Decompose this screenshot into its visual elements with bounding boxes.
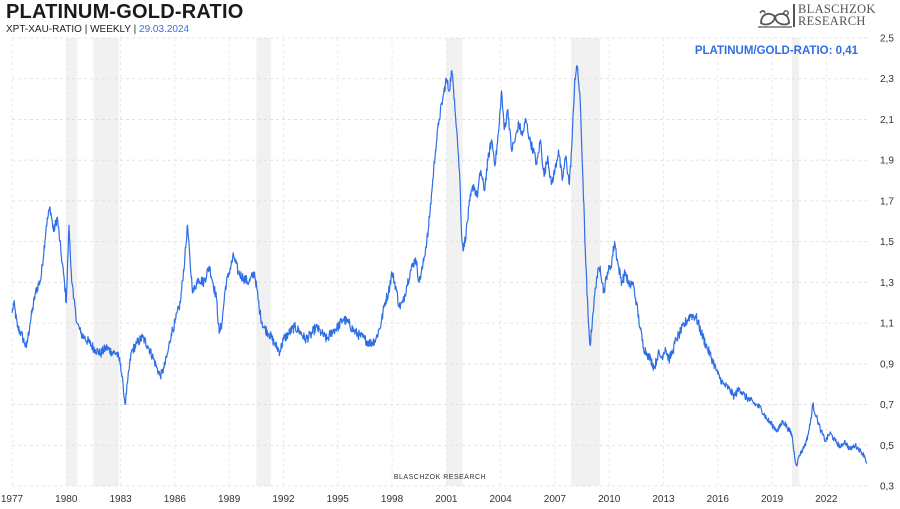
y-tick-label: 1,9 [880, 156, 894, 167]
x-tick-label: 2013 [652, 494, 675, 505]
recession-shade [791, 38, 800, 486]
x-tick-label: 2004 [490, 494, 513, 505]
brand-logo: BLASCHZOK RESEARCH [758, 3, 898, 33]
y-tick-label: 1,5 [880, 237, 894, 248]
x-tick-label: 2016 [707, 494, 730, 505]
y-tick-label: 0,9 [880, 359, 894, 370]
grid-lines [11, 37, 868, 487]
ratio-series-line [11, 65, 868, 467]
recession-shade [66, 38, 78, 486]
y-tick-label: 1,7 [880, 196, 894, 207]
chart-subtitle: XPT-XAU-RATIO | WEEKLY | 29.03.2024 [6, 24, 189, 35]
y-tick-label: 0,3 [880, 482, 894, 493]
x-tick-label: 1992 [272, 494, 295, 505]
x-tick-label: 2019 [761, 494, 784, 505]
logo-line-1: BLASCHZOK [798, 2, 876, 16]
x-axis-labels: 1977 1980 1983 1986 1989 1992 1995 1998 2001 2004… [1, 494, 838, 505]
x-tick-label: 2001 [435, 494, 458, 505]
y-tick-label: 2,1 [880, 115, 894, 126]
x-tick-label: 1980 [55, 494, 78, 505]
recession-shade [93, 38, 119, 486]
x-tick-label: 1983 [109, 494, 132, 505]
logo-divider [793, 4, 795, 27]
x-tick-label: 1995 [327, 494, 350, 505]
y-tick-label: 0,7 [880, 400, 894, 411]
logo-line-2: RESEARCH [798, 14, 866, 28]
subtitle-series-info: XPT-XAU-RATIO | WEEKLY | [6, 24, 137, 35]
recession-shade [256, 38, 271, 486]
y-axis-labels: 0,3 0,5 0,7 0,9 1,1 1,3 1,5 1,7 1,9 2,1 2,3 2,5 [880, 34, 894, 493]
subtitle-date: 29.03.2024 [139, 24, 190, 35]
shaded-periods [66, 38, 800, 486]
chart-title: PLATINUM-GOLD-RATIO [6, 1, 244, 23]
x-tick-label: 2007 [544, 494, 567, 505]
logo-wordmark: BLASCHZOK RESEARCH [798, 2, 876, 28]
x-tick-label: 1986 [164, 494, 187, 505]
bull-bear-icon [758, 9, 792, 28]
y-tick-label: 2,3 [880, 74, 894, 85]
y-tick-label: 1,1 [880, 319, 894, 330]
x-tick-label: 2010 [598, 494, 621, 505]
latest-value-label: PLATINUM/GOLD-RATIO: 0,41 [695, 45, 859, 57]
x-tick-label: 1977 [1, 494, 24, 505]
x-tick-label: 1998 [381, 494, 404, 505]
x-tick-label: 1989 [218, 494, 241, 505]
y-tick-label: 1,3 [880, 278, 894, 289]
y-tick-label: 0,5 [880, 441, 894, 452]
watermark: BLASCHZOK RESEARCH [394, 474, 486, 481]
y-tick-label: 2,5 [880, 34, 894, 45]
x-tick-label: 2022 [815, 494, 838, 505]
